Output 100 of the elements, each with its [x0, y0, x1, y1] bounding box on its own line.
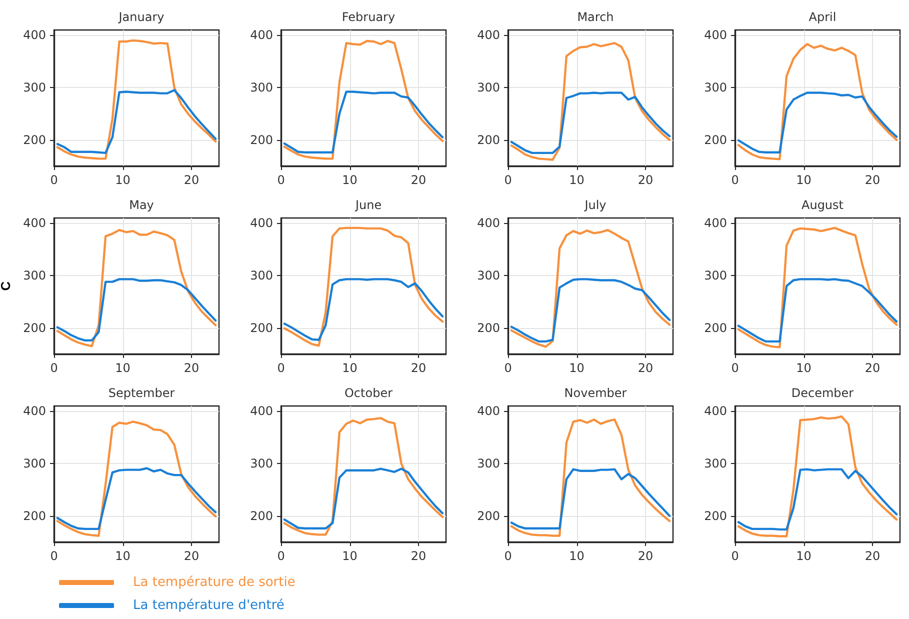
line-series — [56, 228, 217, 348]
x-tick-label: 10 — [342, 549, 358, 563]
x-tick-label: 20 — [184, 549, 200, 563]
y-tick-label: 400 — [477, 216, 500, 230]
x-tick-label: 20 — [864, 549, 880, 563]
y-tick-label: 200 — [704, 508, 727, 523]
chart-title: December — [791, 386, 854, 400]
x-tick-label: 20 — [410, 549, 426, 563]
x-tick-label: 20 — [864, 361, 880, 375]
chart-title: May — [129, 198, 154, 212]
y-tick-label: 300 — [250, 268, 273, 283]
y-tick-label: 200 — [250, 132, 273, 147]
y-tick-label: 400 — [23, 404, 46, 418]
line-series — [737, 43, 898, 160]
x-tick-label: 20 — [410, 173, 426, 187]
x-tick-label: 0 — [731, 361, 739, 375]
x-tick-label: 0 — [504, 361, 512, 375]
legend-label: La température d'entré — [133, 598, 284, 613]
x-tick-label: 20 — [638, 361, 654, 375]
x-tick-label: 10 — [569, 549, 584, 563]
y-tick-label: 400 — [704, 28, 727, 42]
y-tick-label: 200 — [23, 320, 46, 335]
y-tick-label: 300 — [704, 80, 727, 95]
chart-title: July — [584, 198, 606, 212]
x-tick-label: 10 — [796, 549, 812, 563]
y-tick-label: 400 — [250, 216, 273, 230]
x-tick-label: 0 — [731, 173, 739, 187]
x-tick-label: 10 — [796, 361, 812, 375]
chart-title: September — [108, 386, 175, 400]
line-series — [737, 415, 898, 538]
y-tick-label: 400 — [704, 216, 727, 230]
line-series — [737, 278, 898, 343]
line-series — [737, 226, 898, 348]
line-series — [56, 89, 217, 154]
x-tick-label: 10 — [569, 173, 584, 187]
line-series — [283, 40, 444, 160]
x-tick-label: 10 — [342, 173, 358, 187]
line-series — [283, 278, 444, 341]
line-series — [283, 90, 444, 154]
y-tick-label: 400 — [23, 216, 46, 230]
x-tick-label: 0 — [731, 549, 739, 563]
x-tick-label: 10 — [796, 173, 812, 187]
y-tick-label: 400 — [23, 28, 46, 42]
y-tick-label: 300 — [250, 456, 273, 471]
line-series — [283, 226, 444, 347]
x-tick-label: 0 — [50, 361, 58, 375]
x-tick-label: 0 — [50, 549, 58, 563]
x-tick-label: 0 — [504, 173, 512, 187]
y-tick-label: 200 — [477, 320, 500, 335]
x-tick-label: 0 — [277, 549, 285, 563]
line-series — [510, 42, 671, 161]
y-tick-label: 400 — [250, 404, 273, 418]
x-tick-label: 0 — [504, 549, 512, 563]
y-tick-label: 300 — [23, 268, 46, 283]
chart-title: November — [564, 386, 627, 400]
x-tick-label: 0 — [277, 173, 285, 187]
y-tick-label: 200 — [477, 132, 500, 147]
y-tick-label: 400 — [704, 404, 727, 418]
y-tick-label: 300 — [477, 80, 500, 95]
line-series — [737, 92, 898, 154]
x-tick-label: 20 — [184, 173, 200, 187]
chart-title: January — [118, 10, 164, 24]
y-tick-label: 400 — [477, 404, 500, 418]
y-axis-title: C — [0, 280, 14, 291]
line-series — [510, 468, 671, 530]
y-tick-label: 300 — [23, 80, 46, 95]
chart-title: April — [808, 10, 836, 24]
x-tick-label: 10 — [569, 361, 584, 375]
x-tick-label: 10 — [115, 549, 130, 563]
line-series — [510, 418, 671, 537]
y-tick-label: 300 — [477, 268, 500, 283]
x-tick-label: 20 — [184, 361, 200, 375]
line-series — [56, 420, 217, 537]
y-tick-label: 200 — [704, 320, 727, 335]
x-tick-label: 10 — [115, 361, 130, 375]
line-series — [510, 92, 671, 154]
x-tick-label: 10 — [342, 361, 358, 375]
line-series — [510, 228, 671, 348]
line-series — [510, 278, 671, 343]
chart-title: October — [344, 386, 393, 400]
x-tick-label: 20 — [864, 173, 880, 187]
line-series — [56, 39, 217, 160]
line-series — [56, 278, 217, 342]
y-tick-label: 400 — [477, 28, 500, 42]
y-tick-label: 300 — [704, 268, 727, 283]
chart-title: August — [802, 198, 844, 212]
line-series — [737, 468, 898, 531]
y-tick-label: 200 — [250, 508, 273, 523]
x-tick-label: 0 — [50, 173, 58, 187]
y-tick-label: 300 — [250, 80, 273, 95]
y-tick-label: 200 — [477, 508, 500, 523]
y-tick-label: 400 — [250, 28, 273, 42]
line-series — [283, 468, 444, 530]
y-tick-label: 200 — [250, 320, 273, 335]
chart-title: February — [342, 10, 396, 24]
y-tick-label: 300 — [23, 456, 46, 471]
y-tick-label: 300 — [704, 456, 727, 471]
x-tick-label: 10 — [115, 173, 130, 187]
y-tick-label: 300 — [477, 456, 500, 471]
y-tick-label: 200 — [23, 132, 46, 147]
